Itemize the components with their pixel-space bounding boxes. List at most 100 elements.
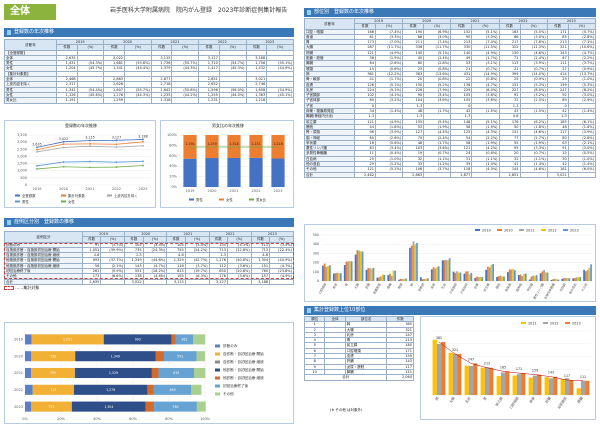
bar xyxy=(412,241,415,281)
x-tick-label: 膵臓 xyxy=(385,282,392,290)
x-tick-label: 0% xyxy=(22,417,28,421)
stacked-segment xyxy=(145,401,155,412)
x-tick-label: 膵臓 xyxy=(576,395,584,404)
bar xyxy=(356,250,359,281)
subheader-cell: 件数 xyxy=(124,236,144,243)
bar xyxy=(409,247,411,281)
table-cell: (45.7%) xyxy=(76,65,105,72)
bar xyxy=(479,277,482,281)
table-cell: (0.5%) xyxy=(567,150,597,157)
bar xyxy=(544,272,547,281)
bar xyxy=(405,278,407,281)
table-cell: (5.2%) xyxy=(374,166,404,173)
table-cell: (1.5%) xyxy=(471,108,500,115)
bar xyxy=(544,377,549,395)
bar xyxy=(329,265,331,281)
table-cell: (3.3%) xyxy=(519,145,548,152)
table-cell: (0.7%) xyxy=(471,65,500,72)
table-cell: (1.7%) xyxy=(423,139,452,147)
x-tick-label: 大腸 xyxy=(353,282,360,290)
table-cell xyxy=(269,278,294,285)
y-tick-label: 2022 xyxy=(14,388,23,392)
table-cell: (1.0%) xyxy=(567,155,597,163)
table-cell xyxy=(124,97,152,104)
legend-label: 2023 xyxy=(570,229,579,233)
y-tick-label: 2,500 xyxy=(17,147,27,151)
x-tick-label: 乳房 xyxy=(464,395,472,404)
bar xyxy=(420,277,422,281)
bar xyxy=(432,267,435,281)
x-tick-label: 2023 xyxy=(274,189,283,193)
bar xyxy=(508,269,511,281)
table-cell: (3.6%) xyxy=(471,92,500,99)
year-header-cell: 2020 xyxy=(402,17,452,25)
site-trend-chart: 0 100 200 300 400 500 口腔咽頭 食道 胃大腸 肝臓 胆嚢胆管 膵臓 喉頭 肺骨軟部皮… xyxy=(304,224,596,302)
table-cell: (44.3%) xyxy=(171,65,200,72)
segment-label: 551 xyxy=(177,354,183,358)
bar xyxy=(557,279,560,281)
table-cell: (1.4%) xyxy=(567,160,597,168)
table-cell: (4.2%) xyxy=(471,145,500,152)
data-label: 143 xyxy=(548,371,554,375)
registration-trend-chart: 登録数の年次推移 0 500 1,000 1,500 2,000 2,500 3,000 3,… xyxy=(4,120,156,208)
aggregation-target-box xyxy=(4,243,294,279)
bar xyxy=(564,378,570,395)
bar xyxy=(349,261,351,281)
bar xyxy=(463,273,466,281)
male-bar xyxy=(205,158,219,187)
x-tick-label: 60% xyxy=(129,417,137,421)
y-tick-label: 400 xyxy=(313,242,319,246)
table-cell: (2.4%) xyxy=(519,55,548,62)
table-cell: (4.7%) xyxy=(471,81,500,88)
table-cell: (0.8%) xyxy=(471,150,500,157)
legend-label: 集計対象数 xyxy=(68,193,86,198)
legend-label: その他 xyxy=(223,391,234,396)
table-cell: (4.6%) xyxy=(519,49,548,57)
table-cell: (8.0%) xyxy=(519,86,548,94)
bar xyxy=(507,272,509,281)
bar xyxy=(323,263,326,281)
table-row: 口腔・咽頭 166 (7.4%) 190 (6.9%) 152 (5.1%) 163 (5.5%… xyxy=(304,28,597,35)
table-cell: (1.4%) xyxy=(374,108,404,115)
year-header-cell: 2021 xyxy=(450,17,500,25)
segment-label: 615 xyxy=(173,371,179,375)
table-cell: 3,127 xyxy=(208,278,228,285)
table-cell: (0.7%) xyxy=(519,65,548,72)
x-tick-label: 胃 xyxy=(483,396,488,401)
bar xyxy=(535,275,538,281)
bar xyxy=(379,276,382,281)
data-point xyxy=(89,143,91,145)
table-cell: (12.2%) xyxy=(374,70,404,78)
table-header-cell: 部位名 xyxy=(344,315,388,323)
stacked-segment xyxy=(32,384,74,395)
table-cell: (5.1%) xyxy=(374,81,404,88)
table-cell: (5.1%) xyxy=(423,49,452,57)
stacked-segment xyxy=(25,384,33,395)
table-header-cell: 件数 xyxy=(386,315,414,323)
subheader-cell: 件数 xyxy=(81,236,102,243)
table-cell xyxy=(226,278,252,285)
stacked-segment xyxy=(155,351,164,362)
table-cell: 1,329 xyxy=(166,257,186,264)
legend-swatch xyxy=(215,384,220,388)
table-cell xyxy=(567,171,597,178)
bar xyxy=(561,278,564,281)
x-tick-label: 腎尿路 xyxy=(503,282,512,292)
table-cell: (3.7%) xyxy=(567,60,597,67)
y-tick-label: 1,500 xyxy=(17,162,27,166)
legend-label: 女性 xyxy=(226,197,233,202)
bar xyxy=(350,261,353,281)
data-point xyxy=(62,143,65,145)
stacked-bar-svg: 0% 20% 40% 60% 80% 100% 2019 1.191 2020 1.259 2021… xyxy=(167,133,289,202)
bar xyxy=(390,276,393,281)
table-cell: (3.0%) xyxy=(471,33,500,41)
legend-swatch xyxy=(61,194,66,197)
bar xyxy=(543,269,545,281)
bar xyxy=(524,273,527,281)
table-cell: (3.0%) xyxy=(567,92,597,99)
data-point xyxy=(115,146,118,149)
stacked-segment xyxy=(194,367,206,379)
table-row: 肝臓 121 (4.9%) 140 (5.1%) 140 (4.9%) 130 (4.6%) 14… xyxy=(304,49,597,57)
data-point xyxy=(62,161,65,163)
bar xyxy=(370,269,373,281)
